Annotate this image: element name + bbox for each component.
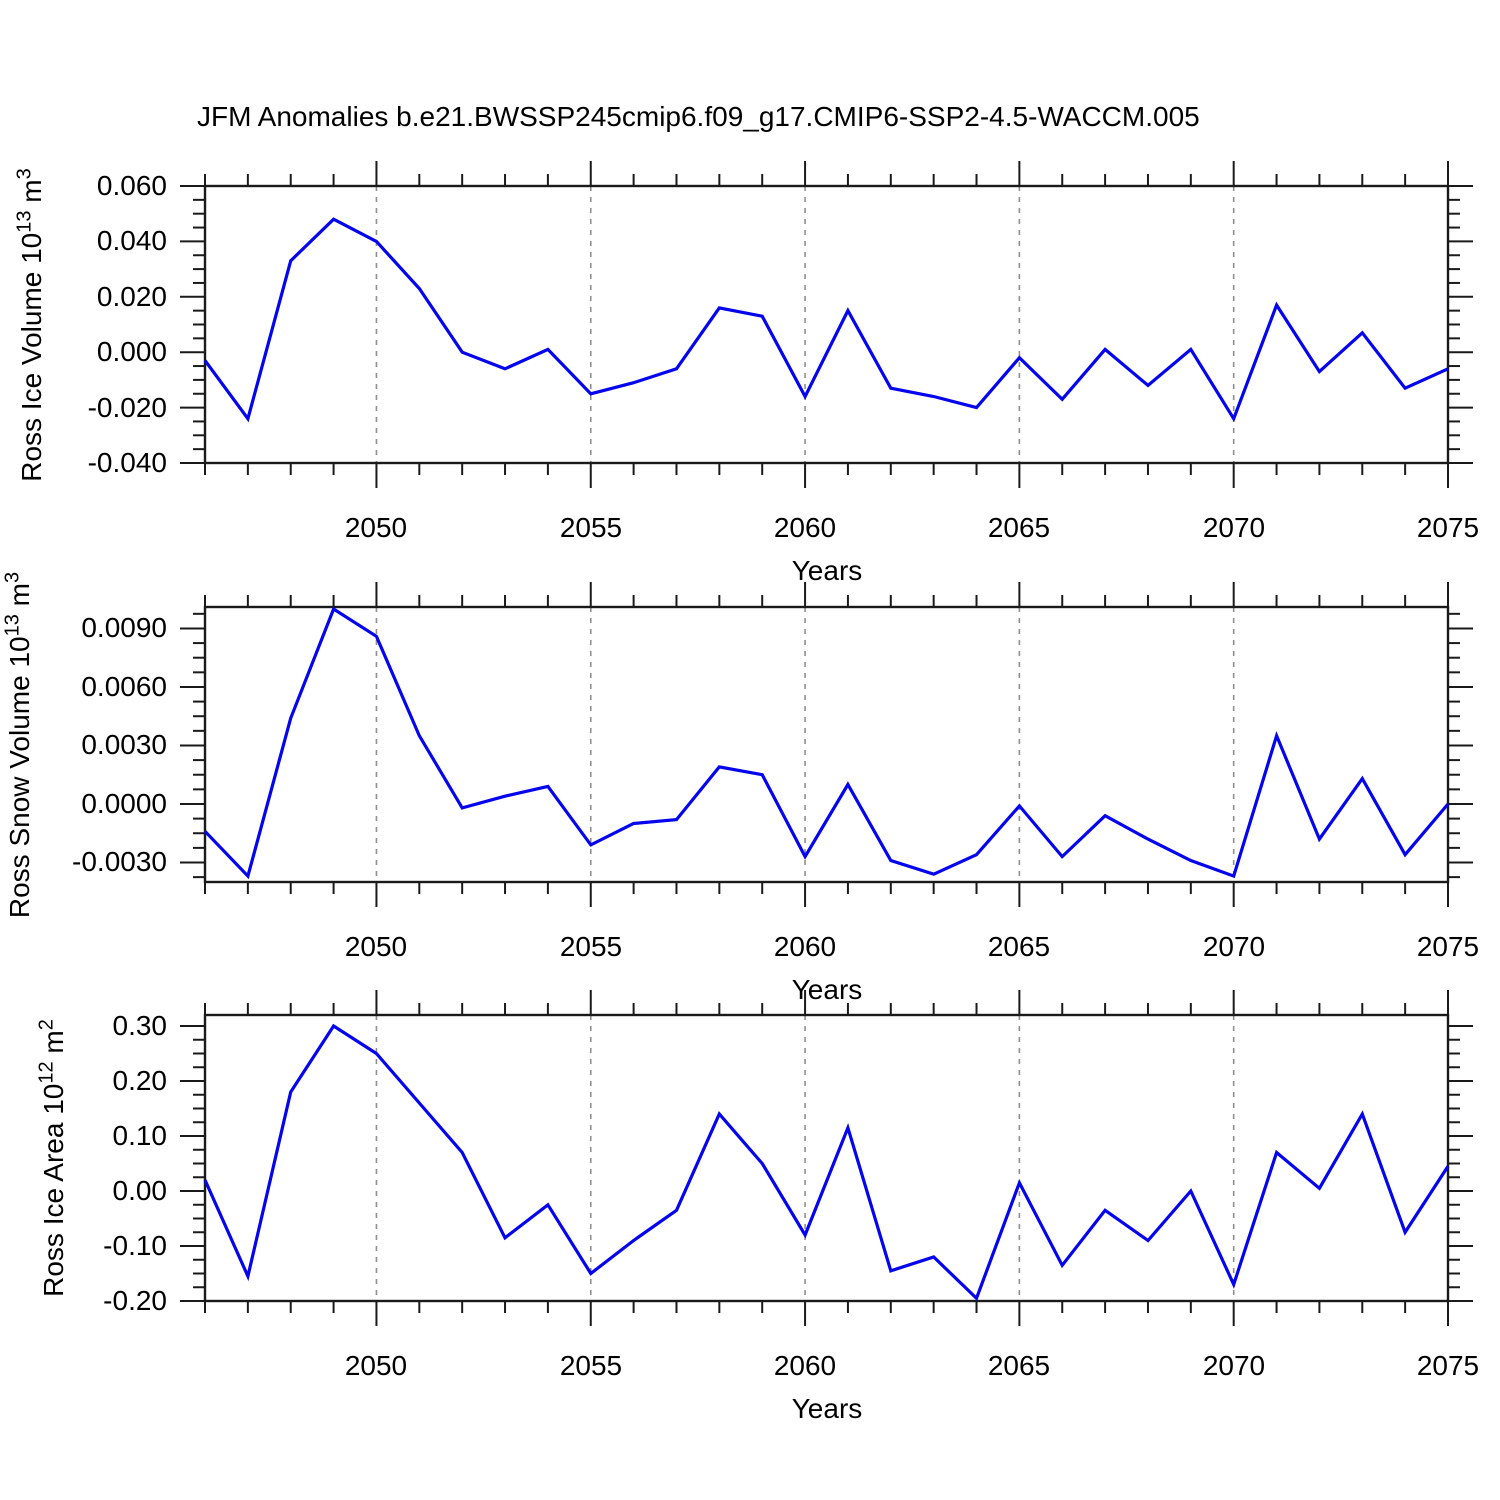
x-tick-label: 2055 — [559, 1350, 623, 1381]
y-axis-title: Ross Ice Volume 1013 m3 — [14, 115, 50, 535]
y-tick-label: -0.10 — [103, 1230, 167, 1261]
x-tick-label: 2070 — [1202, 931, 1266, 962]
x-tick-label: 2070 — [1202, 512, 1266, 543]
data-line-ross-ice-volume — [203, 217, 1449, 423]
y-tick-label: 0.30 — [112, 1010, 168, 1041]
y-tick-label: 0.00 — [112, 1175, 168, 1206]
panel-3 — [180, 990, 1473, 1326]
x-tick-label: 2075 — [1416, 931, 1480, 962]
y-axis-title-text: m — [4, 583, 35, 615]
y-axis-title-text: Ross Ice Area 10 — [38, 1083, 69, 1297]
y-tick-label: -0.040 — [87, 447, 167, 478]
x-tick-label: 2055 — [559, 512, 623, 543]
y-axis-title: Ross Ice Area 1012 m2 — [36, 948, 72, 1368]
ticks — [180, 582, 1473, 907]
axis-box — [203, 184, 1450, 465]
x-axis-title: Years — [791, 974, 863, 1005]
x-tick-label: 2050 — [344, 512, 408, 543]
y-axis-title-exponent: 12 — [35, 1061, 58, 1084]
y-axis-title-text: Ross Ice Volume 10 — [16, 232, 47, 482]
data-line-ross-ice-area — [203, 1023, 1450, 1302]
x-tick-label: 2065 — [987, 1350, 1051, 1381]
x-tick-label: 2050 — [344, 931, 408, 962]
x-tick-label: 2065 — [987, 931, 1051, 962]
y-axis-title-exponent: 3 — [1, 571, 24, 584]
x-tick-label: 2060 — [773, 931, 837, 962]
x-tick-label: 2075 — [1416, 1350, 1480, 1381]
y-axis-title-text: Ross Snow Volume 10 — [4, 636, 35, 919]
y-tick-label: -0.0030 — [72, 846, 167, 877]
y-axis-title-exponent: 2 — [35, 1019, 58, 1031]
y-tick-label: 0.0030 — [81, 729, 167, 760]
y-tick-label: 0.10 — [112, 1120, 168, 1151]
x-tick-label: 2075 — [1416, 512, 1480, 543]
panel-2 — [180, 582, 1473, 907]
ticks — [180, 161, 1473, 488]
figure-title: JFM Anomalies b.e21.BWSSP245cmip6.f09_g1… — [197, 101, 1200, 132]
data-line-ross-snow-volume — [203, 606, 1450, 880]
y-tick-label: 0.020 — [96, 281, 167, 312]
x-tick-label: 2065 — [987, 512, 1051, 543]
y-tick-label: -0.020 — [87, 392, 167, 423]
y-tick-label: 0.040 — [96, 225, 167, 256]
x-tick-label: 2055 — [559, 931, 623, 962]
y-axis-title: Ross Snow Volume 1013 m3 — [2, 535, 38, 955]
axis-box — [203, 605, 1450, 884]
x-tick-label: 2060 — [773, 512, 837, 543]
y-tick-label: 0.20 — [112, 1065, 168, 1096]
y-tick-label: 0.0000 — [81, 788, 167, 819]
x-axis-title: Years — [791, 1393, 863, 1424]
x-tick-label: 2050 — [344, 1350, 408, 1381]
y-axis-title-text: m — [16, 179, 47, 211]
y-tick-label: 0.000 — [96, 336, 167, 367]
y-axis-title-exponent: 13 — [1, 614, 24, 637]
y-tick-label: -0.20 — [103, 1285, 167, 1316]
x-axis-title: Years — [791, 555, 863, 586]
panel-1 — [180, 161, 1473, 488]
y-axis-title-exponent: 3 — [13, 168, 36, 180]
y-tick-label: 0.0060 — [81, 671, 167, 702]
x-tick-label: 2060 — [773, 1350, 837, 1381]
x-tick-label: 2070 — [1202, 1350, 1266, 1381]
axis-box — [203, 1013, 1450, 1303]
y-tick-label: 0.0090 — [81, 612, 167, 643]
y-axis-title-exponent: 13 — [13, 210, 36, 233]
y-axis-title-text: m — [38, 1030, 69, 1062]
ticks — [180, 990, 1473, 1326]
y-tick-label: 0.060 — [96, 170, 167, 201]
